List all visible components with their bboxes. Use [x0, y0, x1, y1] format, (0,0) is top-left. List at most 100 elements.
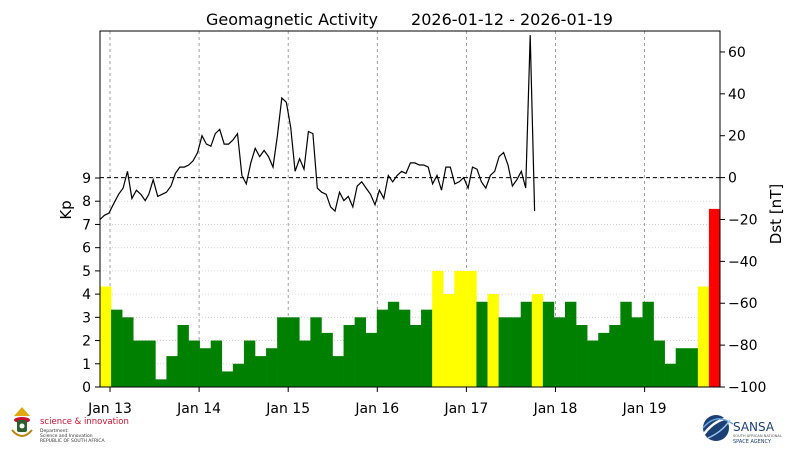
- kp-bar: [398, 309, 411, 387]
- dsi-logo-name: Science and Innovation: [40, 433, 93, 439]
- kp-bar: [542, 301, 555, 387]
- kp-bar: [531, 294, 544, 387]
- kp-bar: [697, 286, 710, 387]
- kp-tick-label: 1: [82, 357, 91, 373]
- kp-bar: [631, 317, 643, 387]
- kp-bar: [210, 340, 223, 387]
- dst-tick-label: 20: [728, 129, 746, 145]
- kp-bar: [609, 325, 621, 387]
- kp-tick-label: 0: [82, 380, 91, 396]
- kp-bar: [642, 301, 654, 387]
- kp-bar: [111, 309, 123, 387]
- dst-tick-label: −80: [728, 338, 758, 354]
- kp-tick-label: 5: [82, 264, 91, 280]
- dst-axis: 60 40 20 0 −20 −40 −60 −80 −100: [720, 45, 766, 396]
- kp-bar: [421, 309, 433, 387]
- dst-tick-label: −40: [728, 254, 758, 270]
- kp-bar: [232, 363, 245, 387]
- kp-bar: [476, 301, 488, 387]
- kp-bar: [454, 270, 466, 387]
- kp-bar: [487, 294, 499, 387]
- kp-axis-label: Kp: [57, 200, 75, 219]
- kp-bar: [188, 340, 200, 387]
- kp-bars: [100, 208, 721, 387]
- kp-axis: 0 1 2 3 4 5 6 7 8 9: [82, 171, 100, 396]
- plot-frame: [99, 30, 721, 388]
- dsi-logo: science & innovation Department: Science…: [11, 407, 129, 444]
- kp-bar: [576, 325, 588, 387]
- kp-tick-label: 7: [82, 217, 91, 233]
- kp-bar: [520, 301, 533, 387]
- kp-bar: [321, 332, 333, 387]
- sansa-logo-sub1: SOUTH AFRICAN NATIONAL: [733, 434, 782, 438]
- kp-bar: [354, 317, 367, 387]
- x-tick-label: Jan 18: [533, 401, 578, 417]
- sansa-swirl-icon: [702, 415, 734, 441]
- kp-bar: [243, 340, 256, 387]
- x-tick-label: Jan 15: [265, 401, 310, 417]
- kp-bar: [365, 332, 378, 387]
- kp-tick-label: 9: [82, 171, 91, 187]
- dst-tick-label: −60: [728, 296, 758, 312]
- kp-tick-label: 4: [82, 287, 91, 303]
- kp-bar: [443, 294, 455, 387]
- kp-bar: [708, 208, 721, 387]
- kp-bar: [465, 270, 477, 387]
- kp-bar: [199, 348, 212, 387]
- kp-tick-label: 3: [82, 310, 91, 326]
- chart-title: Geomagnetic Activity: [206, 10, 378, 29]
- sansa-logo: SANSA SOUTH AFRICAN NATIONAL SPACE AGENC…: [702, 415, 782, 445]
- kp-bar: [410, 325, 422, 387]
- sansa-logo-name: SANSA: [733, 420, 775, 434]
- kp-bar: [133, 340, 145, 387]
- dsi-logo-title: science & innovation: [40, 417, 129, 427]
- x-tick-label: Jan 19: [622, 401, 667, 417]
- kp-bar: [177, 325, 189, 387]
- kp-bar: [166, 356, 178, 387]
- kp-bar: [686, 348, 699, 387]
- kp-bar: [498, 317, 510, 387]
- kp-bar: [376, 309, 389, 387]
- kp-bar: [277, 317, 289, 387]
- dsi-logo-country: REPUBLIC OF SOUTH AFRICA: [40, 438, 106, 444]
- kp-bar: [387, 301, 400, 387]
- kp-bar: [587, 340, 599, 387]
- x-tick-label: Jan 14: [176, 401, 221, 417]
- kp-bar: [509, 317, 522, 387]
- kp-bar: [664, 363, 677, 387]
- dst-line: [99, 35, 536, 220]
- kp-bar: [155, 379, 167, 387]
- kp-bar: [343, 325, 355, 387]
- kp-tick-label: 2: [82, 334, 91, 350]
- dst-tick-label: 0: [728, 171, 737, 187]
- kp-bar: [299, 340, 311, 387]
- kp-bar: [288, 317, 300, 387]
- kp-bar: [100, 286, 112, 387]
- kp-bar: [144, 340, 156, 387]
- x-tick-label: Jan 17: [443, 401, 488, 417]
- kp-bar: [565, 301, 577, 387]
- kp-bar: [122, 317, 134, 387]
- sansa-logo-sub2: SPACE AGENCY: [733, 439, 772, 445]
- dst-tick-label: −20: [728, 212, 758, 228]
- dst-tick-label: 60: [728, 45, 746, 61]
- dsi-logo-dept: Department:: [40, 428, 69, 434]
- dst-series: [99, 35, 720, 220]
- dst-axis-label: Dst [nT]: [767, 184, 785, 244]
- x-tick-label: Jan 16: [354, 401, 399, 417]
- kp-bar: [553, 317, 566, 387]
- x-axis: Jan 13 Jan 14 Jan 15 Jan 16 Jan 17 Jan 18 Jan …: [87, 387, 667, 417]
- kp-bar: [620, 301, 632, 387]
- kp-bar: [332, 356, 344, 387]
- kp-bar: [653, 340, 665, 387]
- kp-bar: [310, 317, 322, 387]
- kp-bar: [675, 348, 688, 387]
- kp-bar: [221, 371, 234, 387]
- kp-bar: [598, 332, 610, 387]
- x-tick-label: Jan 13: [87, 401, 132, 417]
- dst-tick-label: 40: [728, 87, 746, 103]
- kp-tick-label: 6: [82, 241, 91, 257]
- kp-bar: [255, 356, 267, 387]
- dst-tick-label: −100: [728, 380, 766, 396]
